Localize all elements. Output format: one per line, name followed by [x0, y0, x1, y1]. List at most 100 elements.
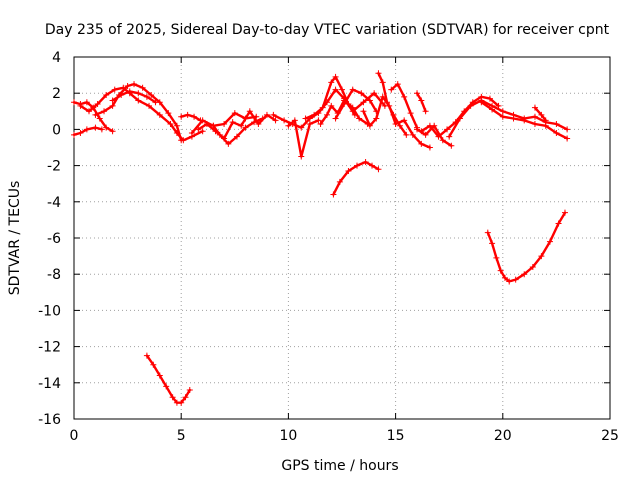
- data-point: [156, 372, 163, 379]
- data-point: [281, 117, 288, 124]
- data-point: [422, 108, 429, 115]
- data-point: [510, 115, 517, 122]
- series-sat-n: [332, 86, 380, 122]
- data-point: [178, 399, 185, 406]
- data-point: [546, 238, 553, 245]
- data-point: [92, 111, 99, 118]
- data-point: [422, 131, 429, 138]
- data-point: [165, 110, 172, 117]
- data-point: [188, 130, 195, 137]
- series-sat-q: [375, 70, 410, 138]
- data-point: [486, 95, 493, 102]
- data-point: [439, 137, 446, 144]
- data-point: [255, 120, 262, 127]
- data-point: [418, 128, 425, 135]
- data-point: [135, 90, 142, 97]
- data-point: [538, 253, 545, 260]
- data-point: [83, 99, 90, 106]
- data-point: [96, 115, 103, 122]
- data-point: [345, 168, 352, 175]
- data-point: [403, 131, 410, 138]
- data-point: [328, 79, 335, 86]
- data-point: [199, 128, 206, 135]
- data-point: [521, 271, 528, 278]
- data-point: [77, 130, 84, 137]
- data-point: [396, 122, 403, 129]
- data-point: [251, 119, 258, 126]
- data-point: [366, 97, 373, 104]
- data-point: [384, 99, 391, 106]
- data-point: [101, 108, 108, 115]
- series-trace: [72, 126, 104, 137]
- data-point: [521, 117, 528, 124]
- data-point: [92, 124, 99, 131]
- data-point: [317, 120, 324, 127]
- data-point: [555, 220, 562, 227]
- data-point: [401, 93, 408, 100]
- data-point: [506, 278, 513, 285]
- data-point: [426, 144, 433, 151]
- axis-ticks: [73, 56, 611, 420]
- data-point: [561, 209, 568, 216]
- series-trace: [179, 113, 202, 122]
- data-point: [238, 122, 245, 129]
- data-point: [414, 126, 421, 133]
- data-point: [225, 140, 232, 147]
- data-point: [150, 361, 157, 368]
- data-point: [221, 120, 228, 127]
- data-point: [103, 92, 110, 99]
- series-trace: [334, 88, 378, 120]
- series-sat-f: [178, 111, 204, 124]
- data-point: [358, 90, 365, 97]
- x-tick-label: 25: [601, 428, 619, 444]
- data-point: [501, 274, 508, 281]
- chart-title: Day 235 of 2025, Sidereal Day-to-day VTE…: [45, 22, 610, 38]
- data-point: [362, 158, 369, 165]
- series-trace: [377, 72, 408, 137]
- data-point: [139, 84, 146, 91]
- data-point: [418, 140, 425, 147]
- data-point: [426, 122, 433, 129]
- data-point: [270, 111, 277, 118]
- data-point: [71, 99, 77, 106]
- data-point: [259, 115, 266, 122]
- data-point: [178, 113, 185, 120]
- data-point: [356, 115, 363, 122]
- data-point: [531, 104, 538, 111]
- data-point: [553, 130, 560, 137]
- data-point: [298, 124, 305, 131]
- y-axis-label: SDTVAR / TECUs: [7, 181, 23, 296]
- data-point: [339, 86, 345, 93]
- data-point: [531, 113, 538, 120]
- data-point: [332, 73, 339, 80]
- data-point: [103, 124, 110, 131]
- data-point: [542, 122, 549, 129]
- data-point: [341, 101, 348, 108]
- data-point: [253, 113, 260, 120]
- data-point: [311, 111, 318, 118]
- series-sat-i: [210, 115, 266, 147]
- data-point: [71, 131, 77, 138]
- data-point: [98, 126, 105, 133]
- data-point: [246, 108, 253, 115]
- data-point: [216, 131, 223, 138]
- data-point: [401, 117, 408, 124]
- data-point: [143, 352, 150, 359]
- data-point: [467, 102, 474, 109]
- y-tick-label: -8: [47, 267, 61, 283]
- data-point: [167, 120, 174, 127]
- data-point: [169, 394, 176, 401]
- series-sat-a: [71, 124, 105, 138]
- x-axis-label: GPS time / hours: [281, 458, 398, 474]
- data-point: [184, 111, 191, 118]
- data-point: [319, 104, 326, 111]
- data-point: [135, 97, 142, 104]
- data-point: [328, 102, 335, 109]
- data-point: [360, 99, 367, 106]
- data-point: [360, 108, 367, 115]
- data-point: [298, 153, 305, 160]
- series-sat-e: [109, 88, 159, 106]
- data-point: [186, 387, 193, 394]
- data-point: [446, 133, 453, 140]
